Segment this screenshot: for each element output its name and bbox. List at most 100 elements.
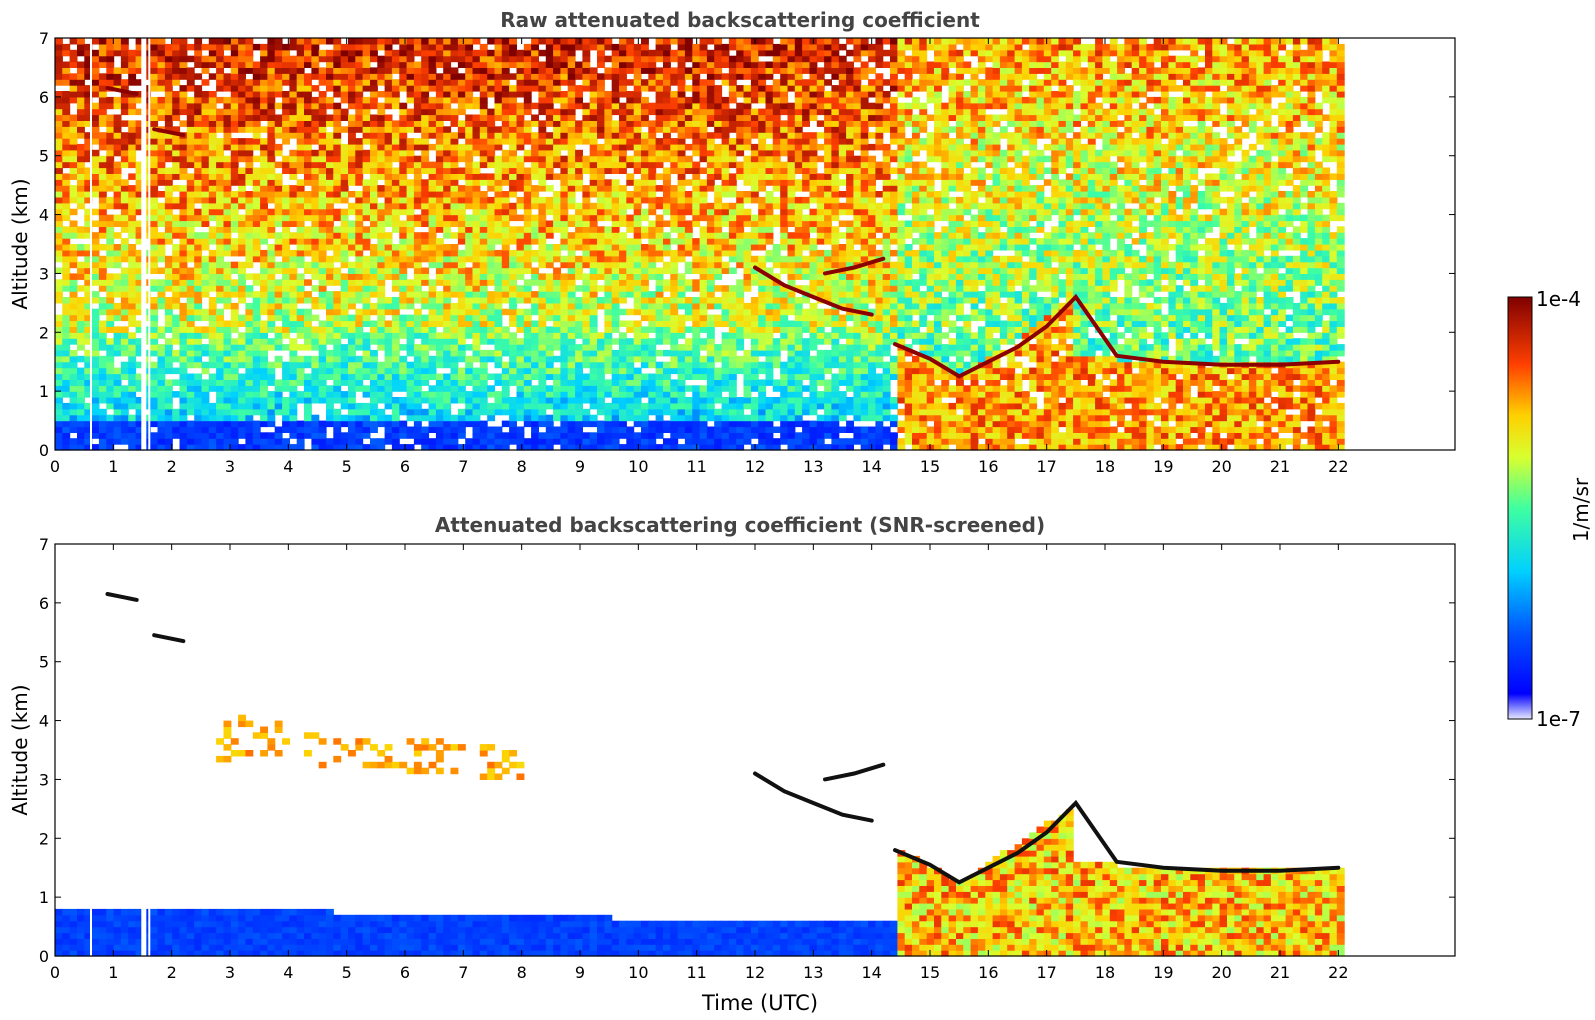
heatmap-cell [55,73,63,80]
heatmap-cell [428,314,437,322]
heatmap-cell [91,273,100,280]
heatmap-cell [619,297,627,304]
heatmap-cell [142,102,151,110]
heatmap-cell [260,255,268,263]
heatmap-cell [413,73,422,80]
heatmap-cell [260,85,268,92]
heatmap-cell [113,38,122,45]
heatmap-cell [120,138,129,145]
heatmap-cell [641,285,649,292]
heatmap-cell [186,373,195,380]
heatmap-cell [633,208,642,216]
heatmap-cell [289,185,298,192]
heatmap-cell [282,161,290,169]
heatmap-cell [62,143,71,151]
heatmap-cell [641,279,649,286]
heatmap-cell [267,167,276,174]
heatmap-cell [560,120,569,127]
heatmap-cell [296,232,305,239]
heatmap-cell [194,179,203,186]
heatmap-cell [428,43,437,51]
heatmap-cell [69,279,78,286]
heatmap-cell [128,102,137,110]
heatmap-cell [391,61,400,68]
heatmap-cell [582,208,591,216]
heatmap-cell [84,297,93,304]
heatmap-cell [553,120,561,127]
heatmap-cell [260,320,268,327]
heatmap-cell [348,61,356,68]
heatmap-cell [326,179,334,186]
heatmap-cell [406,320,415,327]
heatmap-cell [282,261,290,269]
heatmap-cell [370,232,378,239]
heatmap-cell [120,185,129,192]
heatmap-cell [77,391,85,398]
heatmap-cell [135,96,144,104]
heatmap-cell [567,196,576,204]
heatmap-cell [135,67,144,74]
heatmap-cell [113,349,122,357]
heatmap-cell [428,73,437,80]
heatmap-cell [106,67,115,74]
heatmap-cell [340,249,349,257]
heatmap-cell [157,79,166,86]
heatmap-cell [406,167,415,174]
heatmap-cell [230,308,239,316]
heatmap-cell [611,385,620,392]
heatmap-cell [435,273,444,280]
heatmap-cell [194,297,203,304]
heatmap-cell [619,155,627,163]
heatmap-cell [77,379,85,386]
heatmap-cell [186,273,195,280]
heatmap-cell [406,43,415,51]
heatmap-cell [604,161,613,169]
heatmap-cell [326,132,334,139]
heatmap-cell [69,167,78,174]
heatmap-cell [582,361,591,369]
heatmap-cell [479,426,488,433]
heatmap-cell [479,332,488,339]
heatmap-cell [435,149,444,157]
heatmap-cell [450,279,459,286]
heatmap-cell [289,102,298,110]
heatmap-cell [135,238,144,245]
heatmap-cell [406,326,415,333]
heatmap-cell [172,391,181,398]
heatmap-cell [142,391,151,398]
heatmap-cell [377,249,386,257]
heatmap-cell [98,379,107,386]
heatmap-cell [428,344,437,351]
heatmap-cell [274,302,283,310]
heatmap-cell [157,444,166,451]
heatmap-cell [523,55,532,63]
heatmap-cell [238,179,246,186]
heatmap-cell [531,67,539,74]
heatmap-cell [633,232,642,239]
heatmap-cell [260,308,268,316]
heatmap-cell [443,385,452,392]
heatmap-cell [55,138,63,145]
heatmap-cell [626,326,635,333]
heatmap-cell [501,255,510,263]
heatmap-cell [362,273,371,280]
heatmap-cell [172,138,181,145]
heatmap-cell [384,267,393,274]
heatmap-cell [384,85,393,92]
heatmap-cell [472,132,481,139]
heatmap-cell [553,249,561,257]
heatmap-cell [128,344,137,351]
heatmap-cell [216,385,224,392]
heatmap-cell [348,120,356,127]
heatmap-cell [501,202,510,210]
heatmap-cell [457,232,466,239]
heatmap-cell [62,102,71,110]
heatmap-cell [142,96,151,104]
heatmap-cell [157,179,166,186]
heatmap-cell [274,38,283,45]
heatmap-cell [479,438,488,445]
heatmap-cell [216,255,224,263]
heatmap-cell [560,420,569,428]
heatmap-cell [421,85,430,92]
heatmap-cell [531,444,539,451]
